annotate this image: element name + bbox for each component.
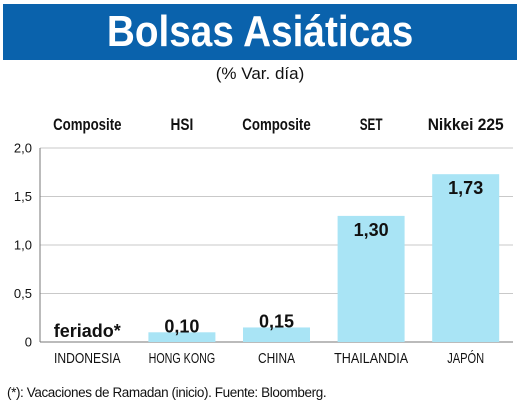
title-banner: Bolsas Asiáticas [3,4,517,60]
index-label: Nikkei 225 [428,116,504,134]
category-label: CHINA [258,350,295,367]
data-label: 0,15 [259,311,294,331]
y-tick-label: 1,5 [14,189,32,204]
index-label: SET [360,116,383,134]
data-label: feriado* [54,321,121,341]
bar [148,332,216,342]
bar [337,215,405,342]
category-label: INDONESIA [54,350,121,367]
bar [243,327,310,342]
chart-title: Bolsas Asiáticas [106,7,414,56]
y-tick-label: 1,0 [14,238,32,253]
category-label: JAPÓN [447,350,484,367]
index-label: HSI [171,116,194,134]
data-label: 1,30 [354,220,389,240]
y-tick-label: 0,5 [14,286,32,301]
data-label: 0,10 [164,316,199,336]
y-tick-label: 2,0 [14,141,32,156]
category-label: THAILANDIA [334,350,408,367]
footnote: (*): Vacaciones de Ramadan (inicio). Fue… [7,385,327,400]
data-label: 1,73 [448,178,483,198]
y-tick-label: 0 [25,335,32,350]
chart-subtitle: (% Var. día) [215,64,305,83]
bar [432,174,500,342]
index-label: Composite [53,116,121,134]
category-label: HONG KONG [149,350,216,367]
index-label: Composite [242,116,310,134]
